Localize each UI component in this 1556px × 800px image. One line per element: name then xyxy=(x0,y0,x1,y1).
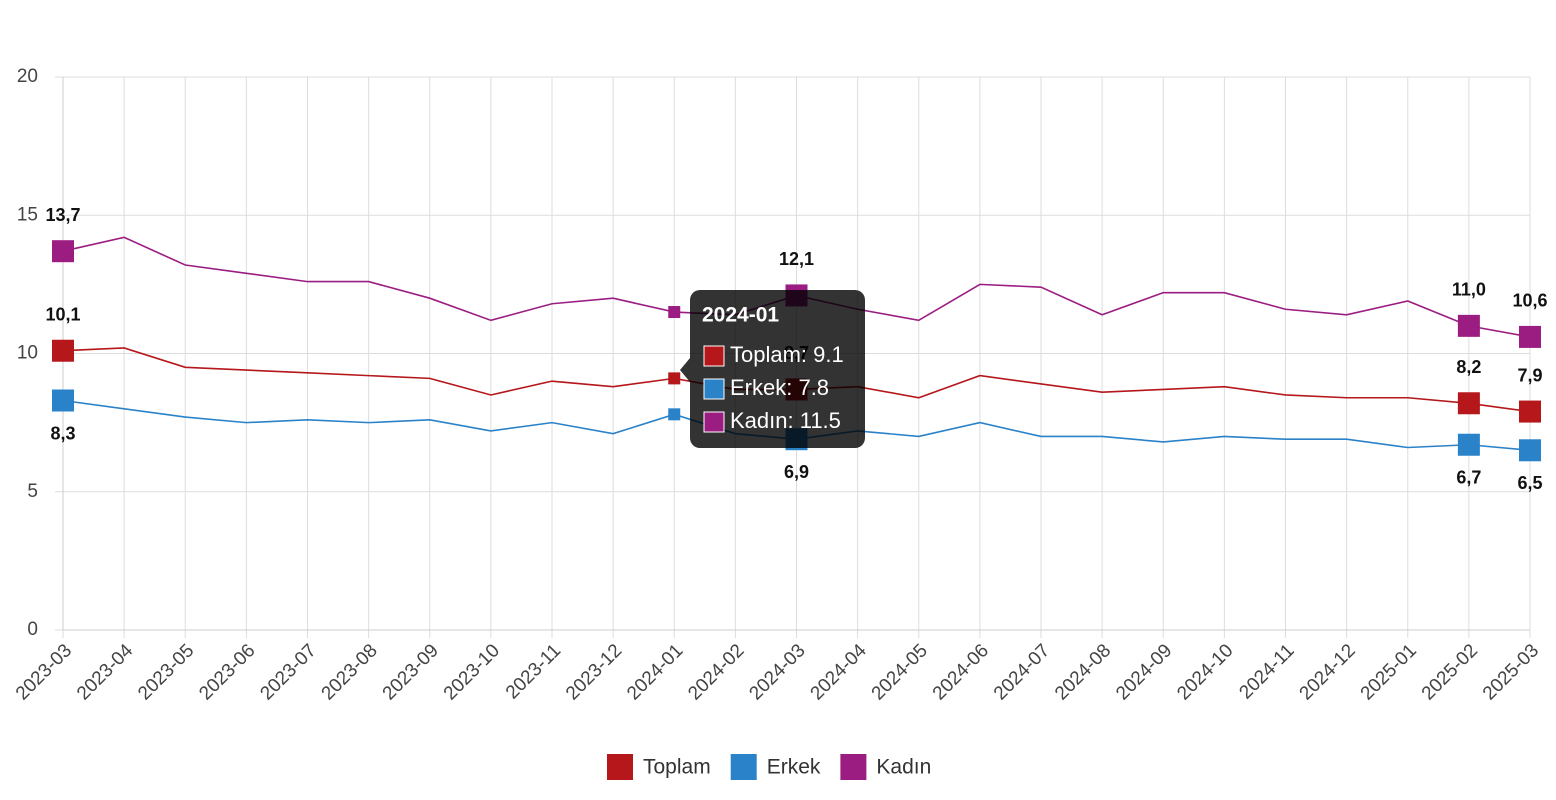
x-tick-label: 2025-02 xyxy=(1418,640,1482,704)
tooltip-swatch xyxy=(703,345,725,367)
marker xyxy=(52,240,74,263)
data-label: 8,2 xyxy=(1456,357,1481,377)
tooltip-swatch xyxy=(703,378,725,400)
x-tick-label: 2025-01 xyxy=(1357,640,1421,704)
x-tick-label: 2023-03 xyxy=(12,640,76,704)
x-tick-label: 2023-08 xyxy=(318,640,382,704)
x-tick-label: 2024-09 xyxy=(1112,640,1176,704)
x-tick-label: 2024-08 xyxy=(1051,640,1115,704)
tooltip-title: 2024-01 xyxy=(702,304,779,327)
data-label: 8,3 xyxy=(50,423,75,443)
legend-label: Kadın xyxy=(876,756,931,779)
marker xyxy=(1519,439,1541,462)
marker xyxy=(668,306,681,319)
y-tick-label: 0 xyxy=(27,619,38,640)
x-tick-label: 2023-12 xyxy=(562,640,626,704)
x-tick-label: 2024-03 xyxy=(745,640,809,704)
tooltip-line: Toplam: 9.1 xyxy=(730,342,844,367)
data-label: 6,9 xyxy=(784,462,809,482)
y-tick-label: 20 xyxy=(17,66,38,87)
data-label: 12,1 xyxy=(779,249,814,269)
x-tick-label: 2024-02 xyxy=(684,640,748,704)
marker xyxy=(668,408,681,421)
x-tick-label: 2023-07 xyxy=(256,640,320,704)
data-label: 10,1 xyxy=(45,304,80,324)
y-tick-label: 10 xyxy=(17,343,38,364)
tooltip-line: Erkek: 7.8 xyxy=(730,375,829,400)
tooltip-box xyxy=(680,290,865,448)
marker xyxy=(668,372,681,385)
x-tick-label: 2024-12 xyxy=(1296,640,1360,704)
x-tick-label: 2023-10 xyxy=(440,640,504,704)
legend-swatch xyxy=(607,754,633,780)
y-tick-label: 5 xyxy=(27,481,38,502)
legend-label: Toplam xyxy=(643,756,711,779)
y-tick-label: 15 xyxy=(17,204,38,225)
x-tick-label: 2024-05 xyxy=(868,640,932,704)
x-tick-label: 2023-11 xyxy=(502,640,565,703)
marker xyxy=(1457,392,1480,415)
x-tick-label: 2023-09 xyxy=(379,640,443,704)
marker xyxy=(52,339,74,362)
marker xyxy=(1519,400,1541,423)
x-tick-label: 2025-03 xyxy=(1479,640,1543,704)
data-label: 13,7 xyxy=(45,205,80,225)
marker xyxy=(1457,314,1480,337)
data-label: 10,6 xyxy=(1512,291,1547,311)
legend-swatch xyxy=(730,754,757,780)
tooltip-swatch xyxy=(703,411,725,433)
x-tick-label: 2024-06 xyxy=(929,640,993,704)
x-tick-label: 2024-07 xyxy=(990,640,1054,704)
data-label: 6,5 xyxy=(1517,473,1542,493)
tooltip-line: Kadın: 11.5 xyxy=(730,408,841,433)
x-tick-label: 2024-11 xyxy=(1235,640,1298,703)
x-tick-label: 2023-06 xyxy=(195,640,259,704)
legend-label: Erkek xyxy=(767,756,821,779)
marker xyxy=(52,389,74,412)
x-tick-label: 2023-04 xyxy=(73,640,137,704)
x-tick-label: 2024-01 xyxy=(623,640,687,704)
x-tick-label: 2023-05 xyxy=(134,640,198,704)
marker xyxy=(1519,325,1541,348)
data-label: 11,0 xyxy=(1452,280,1486,300)
marker xyxy=(1457,433,1480,456)
data-label: 7,9 xyxy=(1517,365,1542,385)
data-label: 6,7 xyxy=(1456,467,1481,487)
x-tick-label: 2024-10 xyxy=(1173,640,1237,704)
tooltip: 2024-01 Toplam: 9.1 Erkek: 7.8 Kadın: 11.5 xyxy=(680,290,865,448)
x-tick-label: 2024-04 xyxy=(807,640,871,704)
legend-swatch xyxy=(840,754,867,780)
